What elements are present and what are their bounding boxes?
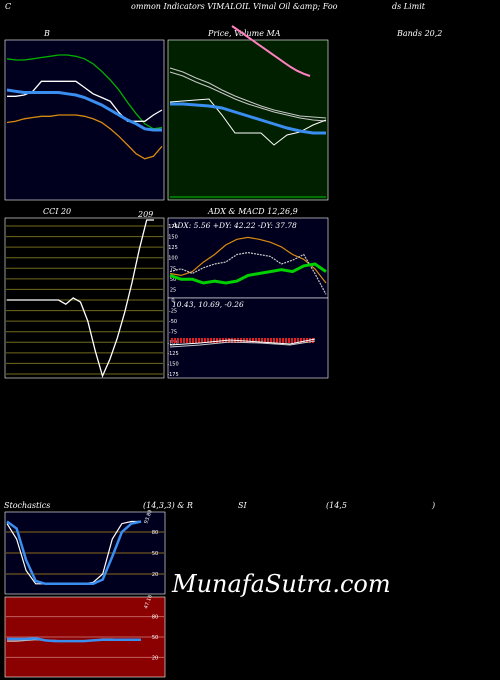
rsi-series-line-1 <box>7 637 141 643</box>
bands-label: Bands 20,2 <box>397 29 443 38</box>
stoch-value-label: 93.89 <box>143 509 154 525</box>
stoch-params: (14,3,3) & R <box>143 501 193 510</box>
cci-title: CCI 20 <box>43 207 72 216</box>
macd-values-label: 10.43, 10.69, -0.26 <box>172 300 244 309</box>
macd-histogram-bar-14 <box>213 338 215 343</box>
macd-histogram-bar-29 <box>258 338 260 343</box>
cci-tick-label-5: 50 <box>170 277 176 283</box>
stoch-tick-label-1: 50 <box>152 551 158 557</box>
adx-macd-title: ADX & MACD 12,26,9 <box>208 207 298 216</box>
adx-series-line-2 <box>169 262 327 285</box>
cci-tick-label-3: 100 <box>168 256 178 262</box>
macd-histogram-bar-47 <box>312 338 314 343</box>
macd-histogram-bar-43 <box>300 338 302 343</box>
macd-signal-line <box>169 340 316 348</box>
bollinger-panel <box>4 39 165 201</box>
bollinger-series-line-2 <box>6 88 162 132</box>
macd-histogram-bar-11 <box>204 338 206 343</box>
stoch-tick-label-2: 20 <box>152 572 158 578</box>
price-ma-series-line-3 <box>170 102 326 135</box>
macd-histogram-bar-33 <box>270 338 272 343</box>
bollinger-series-line-3 <box>6 114 163 160</box>
macd-histogram-bar-42 <box>297 338 299 343</box>
macd-histogram-bar-26 <box>249 338 251 343</box>
rsi-title: SI <box>238 501 247 510</box>
cci-tick-label-4: 75 <box>170 266 176 272</box>
macd-histogram-bar-35 <box>276 338 278 343</box>
macd-histogram-bar-12 <box>207 338 209 343</box>
macd-histogram-bar-25 <box>246 338 248 343</box>
macd-histogram-bar-30 <box>261 338 263 343</box>
watermark: MunafaSutra.com <box>172 570 391 598</box>
adx-panel <box>167 217 329 299</box>
macd-histogram-bar-13 <box>210 338 212 343</box>
rsi-tick-label-1: 50 <box>152 635 158 641</box>
macd-histogram-bar-1 <box>174 338 176 343</box>
macd-histogram-bar-0 <box>171 338 173 343</box>
cci-tick-label-14: -175 <box>167 372 178 378</box>
stoch-tick-label-0: 80 <box>152 530 158 536</box>
stoch-title: Stochastics <box>4 501 51 510</box>
adx-series-line-0 <box>169 236 327 284</box>
rsi-params: (14,5 <box>326 501 347 510</box>
cci-tick-label-12: -125 <box>167 351 178 357</box>
cci-tick-label-8: -25 <box>169 309 177 315</box>
rsi-tick-label-2: 20 <box>152 655 158 661</box>
macd-histogram-bar-27 <box>252 338 254 343</box>
macd-histogram-bar-31 <box>264 338 266 343</box>
macd-histogram-bar-10 <box>201 338 203 343</box>
cci-tick-label-1: 150 <box>168 235 178 241</box>
cci-series-line <box>7 219 154 378</box>
macd-histogram-bar-36 <box>279 338 281 343</box>
cci-value-label: 209 <box>138 210 154 219</box>
price-ma-panel <box>167 39 329 201</box>
price-ma-series-line-4 <box>231 25 311 77</box>
cci-tick-label-9: -50 <box>169 319 177 325</box>
macd-histogram-bar-37 <box>282 338 284 343</box>
price-ma-series-line-1 <box>169 71 327 122</box>
stoch-series-line-1 <box>6 520 142 586</box>
rsi-value-label: 47.16 <box>143 594 154 610</box>
cci-tick-label-11: -100 <box>167 340 178 346</box>
macd-histogram-bar-2 <box>177 338 179 343</box>
cci-tick-label-7: 0 <box>171 298 174 304</box>
macd-histogram-bar-5 <box>186 338 188 343</box>
macd-histogram-bar-44 <box>303 338 305 343</box>
macd-histogram-bar-38 <box>285 338 287 343</box>
macd-histogram-bar-9 <box>198 338 200 343</box>
macd-histogram-bar-3 <box>180 338 182 343</box>
macd-histogram-bar-4 <box>183 338 185 343</box>
cci-tick-label-10: -75 <box>169 330 177 336</box>
macd-line <box>169 338 316 346</box>
macd-histogram-bar-15 <box>216 338 218 343</box>
macd-histogram-bar-40 <box>291 338 293 343</box>
adx-values-label: ADX: 5.56 +DY: 42.22 -DY: 37.78 <box>172 221 297 230</box>
bollinger-series-line-0 <box>6 54 163 130</box>
macd-histogram-bar-28 <box>255 338 257 343</box>
macd-histogram-bar-34 <box>273 338 275 343</box>
rsi-tick-label-0: 80 <box>152 615 158 621</box>
price-ma-series-line-0 <box>169 67 327 119</box>
macd-histogram-bar-7 <box>192 338 194 343</box>
header-title: ommon Indicators VIMALOIL Vimal Oil &amp… <box>131 2 338 11</box>
macd-histogram-bar-39 <box>288 338 290 343</box>
macd-histogram-bar-32 <box>267 338 269 343</box>
header-left: C <box>5 2 12 11</box>
cci-tick-label-0: 175 <box>168 224 178 230</box>
adx-series-line-1 <box>169 251 327 295</box>
rsi-close-paren: ) <box>432 501 436 510</box>
bollinger-title: B <box>44 29 50 38</box>
macd-histogram-bar-41 <box>294 338 296 343</box>
macd-histogram-bar-6 <box>189 338 191 343</box>
cci-panel <box>4 217 165 379</box>
cci-tick-label-13: -150 <box>167 361 178 367</box>
macd-histogram-bar-8 <box>195 338 197 343</box>
cci-tick-label-6: 25 <box>170 287 176 293</box>
header-right: ds Limit <box>392 2 425 11</box>
cci-tick-label-2: 125 <box>168 245 178 251</box>
